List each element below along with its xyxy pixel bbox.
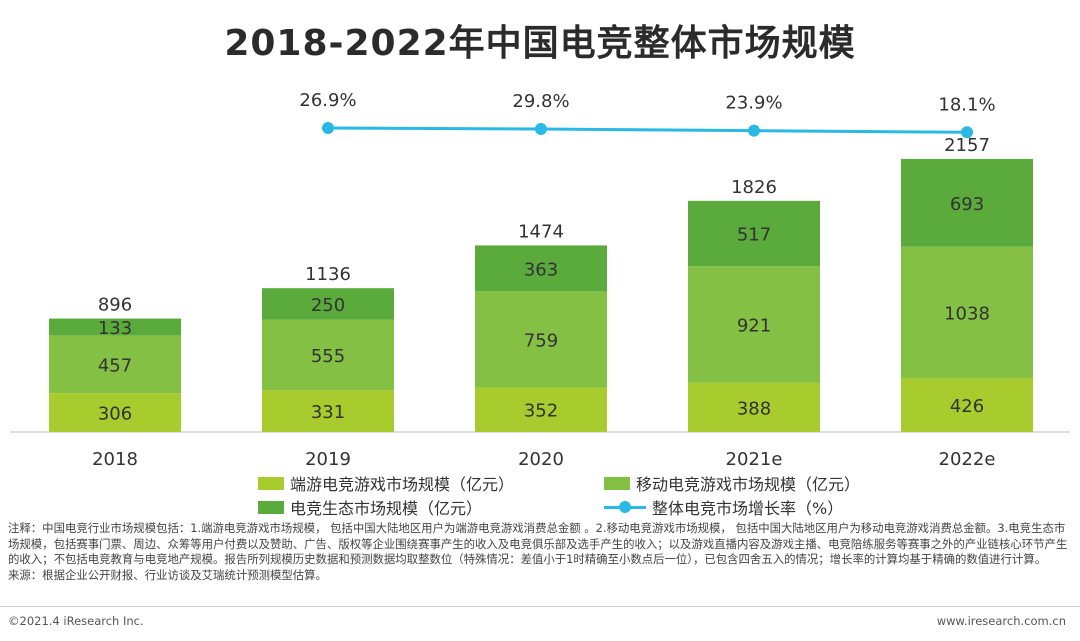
legend-label-growth-rate: 整体电竞市场增长率（%） <box>652 499 844 518</box>
bar-mobile-esports-2020 <box>475 291 607 388</box>
legend-label-ecosystem: 电竞生态市场规模（亿元） <box>290 499 483 518</box>
legend-item-ecosystem: 电竞生态市场规模（亿元） <box>258 496 482 518</box>
bar-ecosystem-2021e <box>688 200 820 267</box>
bar-pc-esports-2022e <box>901 378 1033 432</box>
total-label-2022e: 2157 <box>944 135 990 156</box>
bar-pc-esports-2019 <box>262 390 394 432</box>
data-label-mobile-esports-2022e: 1038 <box>944 303 990 324</box>
legend-swatch-ecosystem <box>258 500 284 514</box>
total-label-2020: 1474 <box>518 221 564 242</box>
data-label-ecosystem-2021e: 517 <box>737 225 771 246</box>
data-label-pc-esports-2020: 352 <box>524 401 558 422</box>
growth-rate-point-2022e <box>961 126 973 139</box>
bar-mobile-esports-2022e <box>901 246 1033 379</box>
growth-rate-point-2019 <box>322 122 334 134</box>
footer-divider <box>0 606 1080 607</box>
legend-swatch-mobile-esports <box>604 476 630 490</box>
data-label-mobile-esports-2021e: 921 <box>737 316 771 337</box>
bar-ecosystem-2020 <box>475 245 607 292</box>
legend-item-growth-rate: 整体电竞市场增长率（%） <box>604 496 843 518</box>
data-label-ecosystem-2019: 250 <box>311 295 345 316</box>
chart-legend: 端游电竞游戏市场规模（亿元） 移动电竞游戏市场规模（亿元） 电竞生态市场规模（亿… <box>258 472 898 518</box>
data-label-ecosystem-2022e: 693 <box>950 194 984 215</box>
legend-line-growth-rate <box>604 500 646 514</box>
data-label-pc-esports-2022e: 426 <box>950 396 984 417</box>
bar-pc-esports-2021e <box>688 382 820 432</box>
legend-label-pc-esports: 端游电竞游戏市场规模（亿元） <box>290 475 515 494</box>
growth-rate-label-2021e: 23.9% <box>725 93 782 114</box>
data-label-mobile-esports-2020: 759 <box>524 330 558 351</box>
footer-copyright: ©2021.4 iResearch Inc. <box>8 614 144 628</box>
growth-rate-label-2022e: 18.1% <box>938 94 995 115</box>
legend-item-mobile-esports: 移动电竞游戏市场规模（亿元） <box>604 472 860 494</box>
total-label-2019: 1136 <box>305 264 351 285</box>
x-tick-label-2019: 2019 <box>305 449 351 470</box>
bar-mobile-esports-2018 <box>49 335 181 394</box>
legend-label-mobile-esports: 移动电竞游戏市场规模（亿元） <box>636 475 861 494</box>
bar-ecosystem-2022e <box>901 158 1033 247</box>
notes-text: 注释：中国电竞行业市场规模包括：1.端游电竞游戏市场规模， 包括中国大陆地区用户… <box>8 521 1068 567</box>
growth-rate-point-2021e <box>748 124 760 137</box>
total-label-2018: 896 <box>98 295 132 316</box>
chart-title: 2018-2022年中国电竞整体市场规模 <box>224 23 856 64</box>
x-tick-label-2022e: 2022e <box>939 449 996 470</box>
total-label-2021e: 1826 <box>731 177 777 198</box>
notes-source: 来源：根据企业公开财报、行业访谈及艾瑞统计预测模型估算。 <box>8 567 327 582</box>
chart-notes: 注释：中国电竞行业市场规模包括：1.端游电竞游戏市场规模， 包括中国大陆地区用户… <box>8 521 1074 583</box>
bar-ecosystem-2019 <box>262 288 394 320</box>
growth-rate-point-2020 <box>535 122 547 135</box>
bar-pc-esports-2018 <box>49 393 181 432</box>
bar-pc-esports-2020 <box>475 387 607 432</box>
legend-item-pc-esports: 端游电竞游戏市场规模（亿元） <box>258 472 514 494</box>
x-tick-label-2018: 2018 <box>92 449 138 470</box>
data-label-ecosystem-2020: 363 <box>524 259 558 280</box>
data-label-pc-esports-2018: 306 <box>98 404 132 425</box>
legend-swatch-pc-esports <box>258 476 284 490</box>
growth-rate-line <box>327 126 968 134</box>
footer-website: www.iresearch.com.cn <box>936 614 1066 628</box>
data-label-pc-esports-2021e: 388 <box>737 398 771 419</box>
data-label-mobile-esports-2018: 457 <box>98 355 132 376</box>
data-label-mobile-esports-2019: 555 <box>311 346 345 367</box>
data-label-ecosystem-2018: 133 <box>98 318 132 339</box>
x-tick-label-2020: 2020 <box>518 449 564 470</box>
bar-mobile-esports-2021e <box>688 266 820 383</box>
growth-rate-label-2020: 29.8% <box>512 91 569 112</box>
growth-rate-label-2019: 26.9% <box>299 90 356 111</box>
data-label-pc-esports-2019: 331 <box>311 402 345 423</box>
bar-mobile-esports-2019 <box>262 319 394 391</box>
bar-ecosystem-2018 <box>49 318 181 336</box>
x-tick-label-2021e: 2021e <box>726 449 783 470</box>
